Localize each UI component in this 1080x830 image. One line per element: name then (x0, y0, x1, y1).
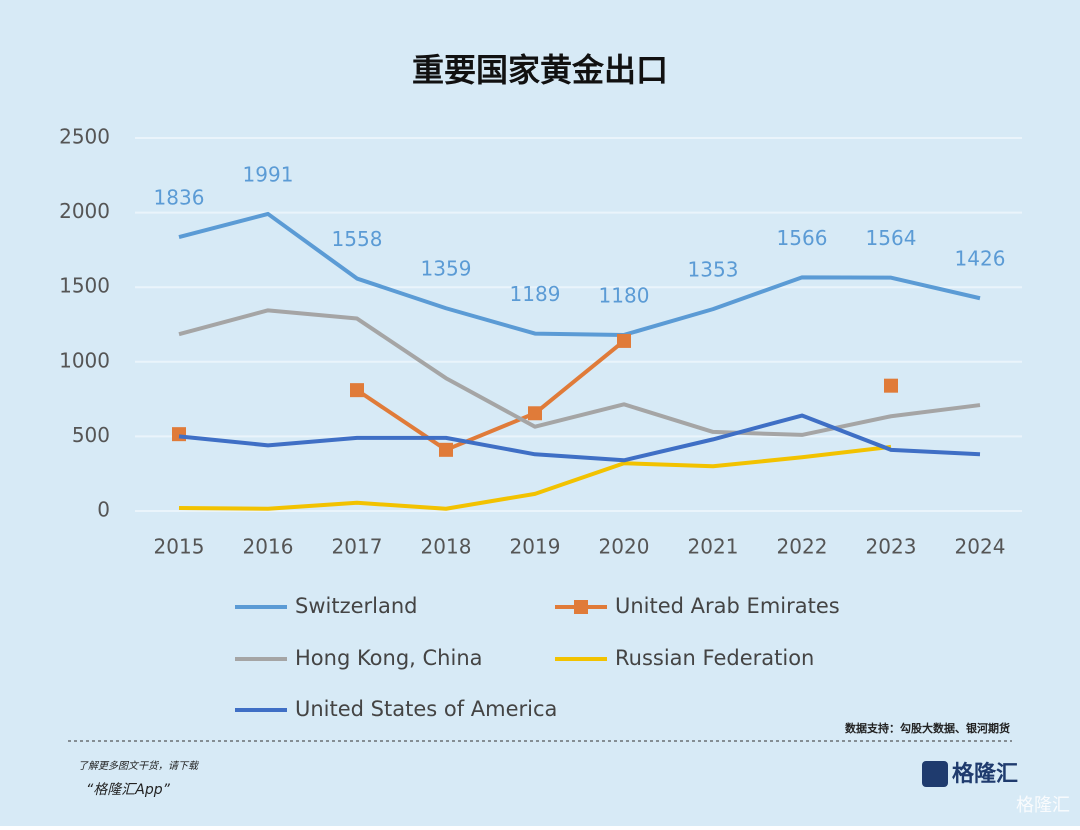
x-tick-label: 2016 (243, 535, 294, 559)
data-label: 1353 (688, 258, 739, 282)
source: 数据支持：勾股大数据、银河期货 (845, 721, 1010, 735)
marker (884, 378, 898, 393)
legend-label: United Arab Emirates (615, 594, 840, 618)
data-label: 1991 (243, 162, 294, 186)
series-line (178, 413, 981, 463)
watermark: 格隆汇 (1016, 795, 1070, 816)
y-tick-label: 2500 (59, 125, 110, 149)
data-label: 1189 (510, 282, 561, 306)
x-tick-label: 2022 (777, 535, 828, 559)
x-tick-label: 2024 (955, 535, 1006, 559)
x-tick-label: 2015 (154, 535, 205, 559)
marker (617, 333, 631, 348)
footer-prompt: 了解更多图文干货，请下载 (78, 760, 200, 772)
marker (439, 442, 453, 457)
data-label: 1558 (332, 227, 383, 251)
footer-app: “格隆汇App” (86, 782, 171, 798)
x-tick-label: 2017 (332, 535, 383, 559)
legend-label: Russian Federation (615, 646, 814, 670)
y-tick-label: 0 (97, 498, 110, 522)
series-line (178, 308, 981, 437)
data-label: 1836 (154, 186, 205, 210)
chart-title: 重要国家黄金出口 (412, 51, 668, 89)
marker (350, 383, 364, 398)
data-label: 1426 (955, 247, 1006, 271)
y-tick-label: 2000 (59, 199, 110, 223)
y-tick-label: 1000 (59, 348, 110, 372)
brand: 格隆汇 (952, 761, 1018, 787)
x-tick-label: 2020 (599, 535, 650, 559)
series-line (178, 211, 981, 337)
x-tick-label: 2019 (510, 535, 561, 559)
x-tick-label: 2018 (421, 535, 472, 559)
data-label: 1180 (599, 283, 650, 307)
legend-label: Hong Kong, China (295, 646, 483, 670)
brand-icon (922, 761, 948, 787)
x-tick-label: 2021 (688, 535, 739, 559)
legend-label: Switzerland (295, 594, 418, 618)
marker (528, 406, 542, 421)
legend-marker (574, 600, 588, 614)
legend-label: United States of America (295, 697, 557, 721)
series-line (178, 444, 892, 511)
x-tick-label: 2023 (866, 535, 917, 559)
data-label: 1564 (866, 226, 917, 250)
data-label: 1359 (421, 257, 472, 281)
y-tick-label: 500 (72, 423, 110, 447)
marker (172, 427, 186, 442)
data-label: 1566 (777, 226, 828, 250)
y-tick-label: 1500 (59, 274, 110, 298)
